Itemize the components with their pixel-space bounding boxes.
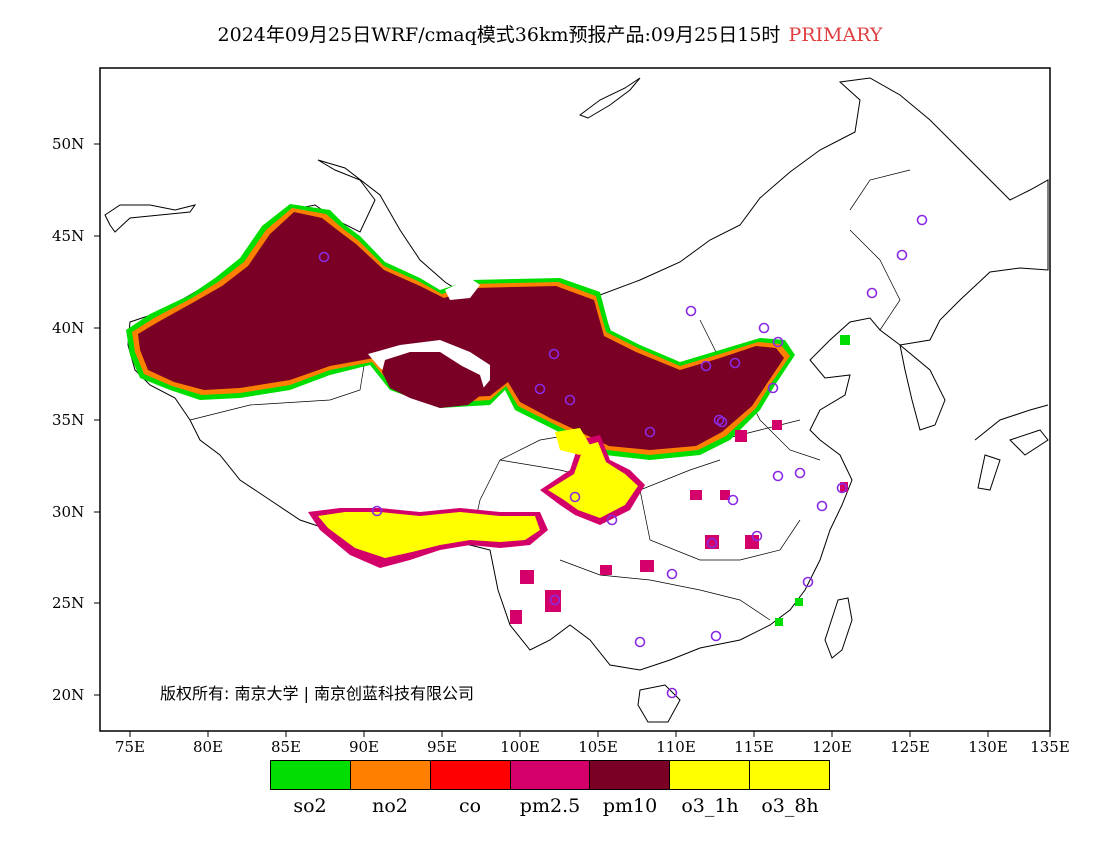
lon-label-130: 130E <box>968 738 1008 756</box>
legend-label-pm25: pm2.5 <box>519 795 581 817</box>
map-title: 2024年09月25日WRF/cmaq模式36km预报产品:09月25日15时 P… <box>0 20 1100 47</box>
legend-swatch-co <box>430 761 511 789</box>
station-markers <box>318 214 928 699</box>
lon-label-115: 115E <box>734 738 774 756</box>
caspian-fragment <box>104 204 197 233</box>
japan-outline <box>974 404 1049 491</box>
lon-label-80: 80E <box>192 738 224 756</box>
lon-label-75: 75E <box>114 738 146 756</box>
lon-label-135: 135E <box>1030 738 1070 756</box>
lon-tick-marks <box>129 731 1051 737</box>
legend-label-no2: no2 <box>372 795 408 817</box>
legend-swatch-no2 <box>350 761 431 789</box>
legend-label-so2: so2 <box>293 795 327 817</box>
lon-label-95: 95E <box>426 738 458 756</box>
title-text: 2024年09月25日WRF/cmaq模式36km预报产品:09月25日15时 <box>217 24 781 46</box>
lat-tick-marks <box>94 143 100 696</box>
hainan-outline <box>637 684 681 723</box>
lat-label-20: 20N <box>52 686 85 704</box>
lake-outline <box>578 77 641 119</box>
title-tag: PRIMARY <box>788 24 883 46</box>
legend-swatch-o3-1h <box>670 761 751 789</box>
legend-label-pm10: pm10 <box>602 795 658 817</box>
legend-label-o3-1h: o3_1h <box>681 795 739 817</box>
copyright-text: 版权所有: 南京大学 | 南京创蓝科技有限公司 <box>160 684 475 703</box>
lat-label-50: 50N <box>52 135 85 153</box>
lat-label-25: 25N <box>52 594 85 612</box>
lon-label-100: 100E <box>500 738 540 756</box>
legend-label-co: co <box>458 795 482 817</box>
legend-colorbar <box>270 760 830 790</box>
lat-label-30: 30N <box>52 503 85 521</box>
legend-labels: so2 no2 co pm2.5 pm10 o3_1h o3_8h <box>270 795 830 817</box>
korea-outline <box>899 343 946 431</box>
legend-swatch-pm10 <box>590 761 671 789</box>
lon-label-110: 110E <box>656 738 696 756</box>
pm10-region <box>126 204 795 460</box>
lat-label-40: 40N <box>52 319 85 337</box>
lon-label-125: 125E <box>890 738 930 756</box>
lat-label-45: 45N <box>52 227 85 245</box>
legend-swatch-o3-8h <box>750 761 830 789</box>
lon-label-90: 90E <box>348 738 380 756</box>
taiwan-outline <box>824 597 853 659</box>
lat-label-35: 35N <box>52 411 85 429</box>
lon-label-105: 105E <box>578 738 618 756</box>
lon-label-85: 85E <box>270 738 302 756</box>
legend-label-o3-8h: o3_8h <box>761 795 819 817</box>
legend-swatch-so2 <box>271 761 351 789</box>
lon-label-120: 120E <box>812 738 852 756</box>
legend-swatch-pm25 <box>510 761 591 789</box>
